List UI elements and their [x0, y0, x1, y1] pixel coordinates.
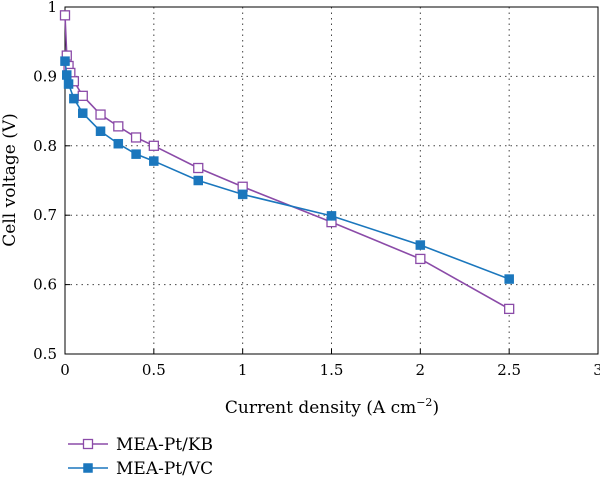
data-point-mea-pt-kb [59, 10, 71, 21]
y-tick-label: 0.9 [33, 67, 57, 85]
data-point-mea-pt-kb [130, 132, 142, 143]
data-point-mea-pt-kb [504, 303, 515, 315]
legend-marker-mea-pt-kb [82, 438, 94, 450]
grid [65, 7, 598, 354]
series-layer [59, 10, 515, 315]
data-point-mea-pt-vc [69, 93, 79, 104]
data-point-mea-pt-vc [62, 70, 72, 80]
data-point-mea-pt-vc [113, 138, 124, 149]
data-point-mea-pt-kb [95, 109, 106, 120]
y-axis: 0.5 0.6 0.7 0.8 0.9 1 [33, 0, 70, 363]
x-tick-label: 1 [238, 361, 248, 379]
legend: MEA-Pt/KB MEA-Pt/VC [68, 435, 213, 479]
legend-label-mea-pt-kb: MEA-Pt/KB [116, 435, 213, 455]
data-point-mea-pt-vc [326, 211, 337, 221]
data-point-mea-pt-vc [131, 149, 141, 159]
data-point-mea-pt-vc [63, 79, 74, 89]
data-point-mea-pt-vc [237, 189, 248, 200]
x-axis: 0 0.5 1 1.5 2 2.5 3 [60, 349, 600, 379]
legend-marker-mea-pt-vc [83, 463, 93, 473]
data-point-mea-pt-vc [415, 240, 426, 250]
y-tick-label: 0.8 [33, 137, 57, 155]
data-point-mea-pt-vc [60, 56, 70, 66]
x-tick-label: 2.5 [497, 361, 521, 379]
y-tick-label: 0.7 [33, 206, 57, 224]
y-axis-title: Cell voltage (V) [0, 113, 20, 246]
data-point-mea-pt-kb [193, 162, 204, 174]
legend-label-mea-pt-vc: MEA-Pt/VC [116, 459, 213, 479]
data-point-mea-pt-vc [78, 108, 88, 118]
series-line-mea-pt-vc [64, 61, 510, 280]
y-tick-label: 0.5 [33, 345, 57, 363]
x-tick-label: 3 [593, 361, 600, 379]
y-tick-label: 1 [47, 0, 57, 16]
x-tick-label: 1.5 [320, 361, 344, 379]
data-point-mea-pt-kb [148, 140, 159, 151]
data-point-mea-pt-kb [113, 121, 124, 132]
x-tick-label: 0.5 [142, 361, 166, 379]
data-point-mea-pt-kb [415, 253, 426, 265]
x-tick-label: 2 [416, 361, 426, 379]
data-point-mea-pt-vc [504, 274, 514, 284]
data-point-mea-pt-vc [149, 156, 159, 166]
x-axis-title: Current density (A cm−2) [225, 396, 439, 418]
x-tick-label: 0 [60, 361, 70, 379]
data-point-mea-pt-kb [77, 90, 88, 101]
data-point-mea-pt-vc [193, 175, 203, 186]
series-line-mea-pt-kb [64, 15, 510, 310]
data-point-mea-pt-vc [95, 126, 106, 136]
plot-frame [64, 6, 599, 355]
y-tick-label: 0.6 [33, 276, 57, 294]
